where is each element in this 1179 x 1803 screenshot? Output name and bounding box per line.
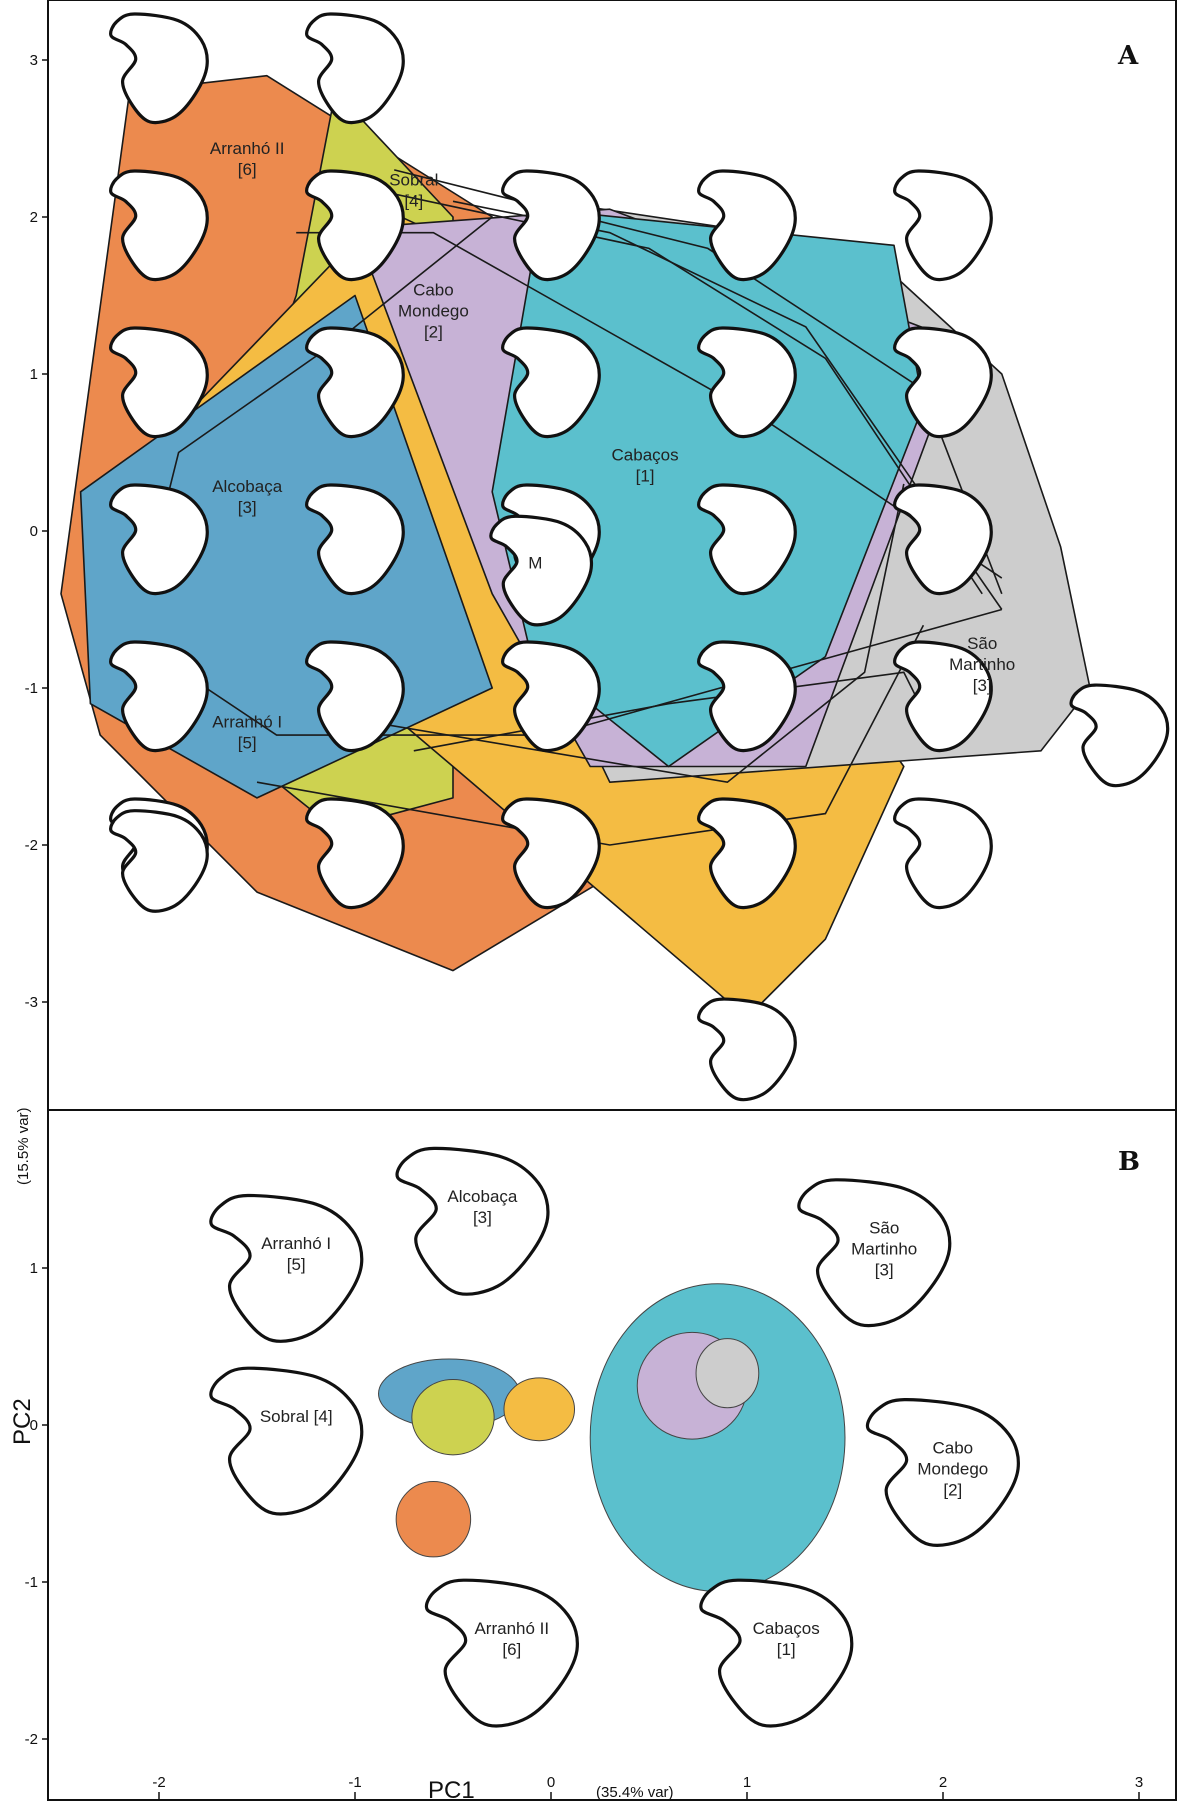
x-tick-label: -1 — [348, 1774, 361, 1791]
shape-outline — [697, 169, 797, 282]
x-tick-label: 2 — [939, 1774, 947, 1791]
shape-outline — [1069, 683, 1170, 788]
group-mean-shape — [424, 1578, 579, 1728]
panel-a-letter: A — [1117, 41, 1139, 71]
group-mean-shape — [797, 1178, 952, 1328]
group-label: Arranhó I [5] — [212, 712, 282, 752]
shape-outline — [501, 326, 601, 439]
panel-b-shape-labels: Arranhó I [5] Alcobaça [3] São Martinho [3] Sob… — [260, 1187, 988, 1659]
shape-outline — [109, 809, 209, 913]
shape-outline — [305, 326, 405, 439]
shape-outline — [697, 797, 797, 910]
y-axis-title: PC2 — [9, 1398, 36, 1445]
shape-outline — [697, 483, 797, 596]
y-tick-label: 0 — [30, 1417, 38, 1434]
y-tick-label: -1 — [25, 1574, 38, 1591]
group-label: São Martinho [3] — [949, 634, 1015, 695]
shape-label: Cabaços [1] — [753, 1619, 820, 1659]
shape-outline — [893, 169, 993, 282]
x-axis-ticks: -2 -1 0 1 2 3 — [152, 1774, 1143, 1800]
shape-outline — [697, 997, 797, 1102]
panel-a-group-labels: Cabaços [1] Cabo Mondego [2] Alcobaça [3] Arran… — [210, 139, 1015, 752]
panel-b-group-shapes — [209, 1146, 1020, 1728]
panel-b-letter: B — [1118, 1147, 1140, 1177]
shape-outline — [305, 797, 405, 910]
group-mean-shape — [209, 1193, 364, 1343]
panel-a-shape-grid: M — [109, 12, 1170, 1102]
shape-outline — [697, 640, 797, 753]
group-mean-shape — [865, 1397, 1020, 1547]
shape-label: Arranhó I [5] — [261, 1234, 331, 1274]
panel-a: M Cabaços [1] Cabo Mondego [2] Alcobaça [3] Arr… — [25, 12, 1170, 1102]
group-label: Cabo Mondego [2] — [398, 281, 469, 342]
x-tick-label: 3 — [1135, 1774, 1143, 1791]
group-label: Cabaços [1] — [612, 445, 679, 485]
shape-outline — [305, 12, 405, 125]
y-tick-label: 2 — [30, 209, 38, 226]
ellipse-caba-os — [589, 1283, 846, 1592]
shape-outline — [305, 483, 405, 596]
shape-outline — [697, 326, 797, 439]
y-tick-label: -2 — [25, 1731, 38, 1748]
shape-label: São Martinho [3] — [851, 1218, 917, 1279]
shape-outline — [501, 797, 601, 910]
mean-shape-label: M — [528, 554, 542, 573]
group-mean-shape — [209, 1366, 364, 1516]
shape-outline — [893, 483, 993, 596]
shape-outline — [109, 12, 209, 125]
y-tick-label: 0 — [30, 523, 38, 540]
shape-outline — [305, 169, 405, 282]
shape-outline — [501, 640, 601, 753]
shape-label: Sobral [4] — [260, 1407, 333, 1426]
leader-line — [354, 184, 983, 595]
y-tick-label: 3 — [30, 52, 38, 69]
shape-outline — [893, 640, 993, 753]
shape-label: Arranhó II [6] — [474, 1619, 549, 1659]
shape-outline — [109, 640, 209, 753]
shape-outline — [109, 483, 209, 596]
group-label: Sobral [4] — [389, 171, 438, 211]
shape-label: Cabo Mondego [2] — [917, 1438, 988, 1499]
ellipse-s-o-martinho — [695, 1338, 760, 1409]
x-tick-label: -2 — [152, 1774, 165, 1791]
shape-outline — [109, 169, 209, 282]
group-mean-shape — [395, 1146, 550, 1296]
shape-label: Alcobaça [3] — [447, 1187, 517, 1227]
x-axis-title: PC1 — [428, 1777, 475, 1803]
group-mean-shape — [699, 1578, 854, 1728]
ellipse-alcoba-a — [503, 1377, 576, 1442]
panel-b: Arranhó I [5] Alcobaça [3] São Martinho [3] Sob… — [25, 1146, 1143, 1800]
shape-outline — [893, 326, 993, 439]
y-tick-label: -1 — [25, 680, 38, 697]
panel-b-frame — [47, 1109, 1177, 1801]
shape-outline — [893, 797, 993, 910]
mean-shape — [489, 514, 594, 627]
x-tick-label: 0 — [547, 1774, 555, 1791]
panel-b-y-ticks: 1 0 -1 -2 — [25, 1260, 48, 1748]
ellipse-sobral — [411, 1378, 495, 1456]
ellipse-arranh-ii — [395, 1481, 472, 1558]
y-tick-label: 1 — [30, 366, 38, 383]
group-label: Alcobaça [3] — [212, 477, 282, 517]
panel-b-ellipses — [378, 1283, 846, 1592]
shape-outline — [109, 326, 209, 439]
panel-a-y-ticks: 3 2 1 0 -1 -2 -3 — [25, 52, 48, 1011]
group-label: Arranhó II [6] — [210, 139, 285, 179]
y-tick-label: -2 — [25, 837, 38, 854]
y-tick-label: 1 — [30, 1260, 38, 1277]
x-axis-variance: (35.4% var) — [596, 1784, 674, 1801]
shape-outline — [305, 640, 405, 753]
y-axis-variance: (15.5% var) — [15, 1107, 32, 1185]
y-tick-label: -3 — [25, 994, 38, 1011]
shape-outline — [501, 169, 601, 282]
x-tick-label: 1 — [743, 1774, 751, 1791]
